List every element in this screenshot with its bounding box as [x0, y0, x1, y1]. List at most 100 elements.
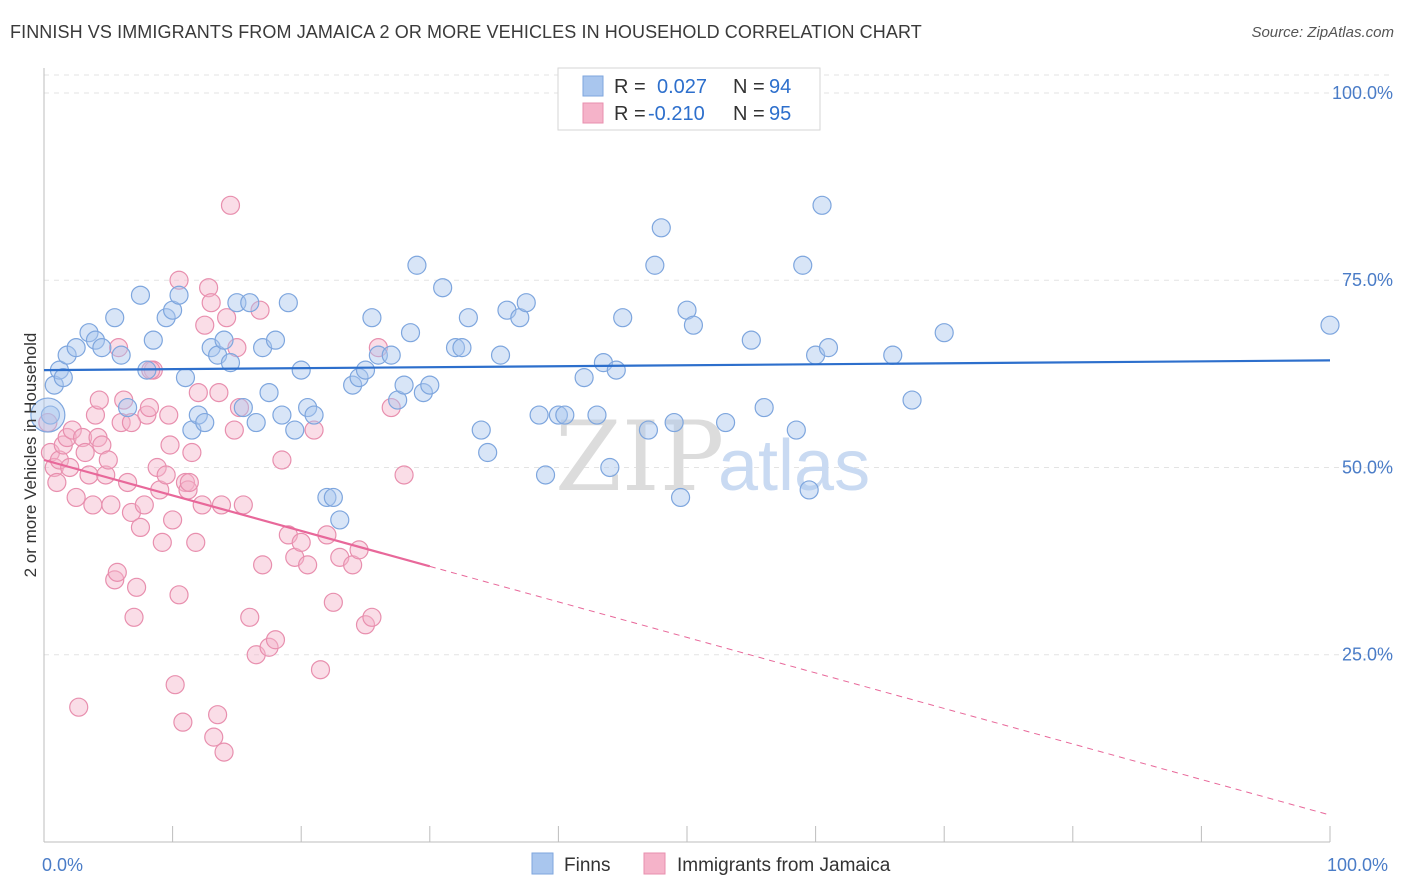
finns-point-6 — [79, 323, 99, 343]
finns-point-0 — [40, 405, 61, 425]
chart-title: FINNISH VS IMMIGRANTS FROM JAMAICA 2 OR … — [10, 22, 922, 42]
finns-point-9 — [105, 308, 125, 328]
jamaica-point-40 — [165, 675, 185, 695]
y-tick-25: 25.0% — [1342, 645, 1393, 665]
finns-point-18 — [175, 368, 196, 388]
finns-point-7 — [85, 330, 106, 350]
jamaica-point-27 — [124, 607, 144, 627]
finns-point-25 — [220, 353, 241, 373]
finns-point-large — [30, 397, 66, 433]
legend-finns-swatch — [582, 75, 604, 97]
legend-jamaica-r-value: -0.210 — [648, 103, 705, 125]
finns-point-45 — [362, 308, 382, 328]
jamaica-point-52 — [208, 705, 228, 725]
jamaica-point-71 — [310, 660, 331, 680]
jamaica-point-46 — [186, 532, 206, 552]
jamaica-point-20 — [101, 495, 121, 515]
finns-point-72 — [606, 360, 626, 380]
jamaica-point-87 — [169, 270, 189, 290]
jamaica-point-84 — [121, 412, 142, 433]
finns-point-54 — [433, 278, 453, 298]
jamaica-point-68 — [291, 532, 311, 552]
jamaica-point-50 — [201, 293, 221, 313]
finns-point-68 — [574, 368, 594, 388]
finns-point-35 — [285, 420, 305, 440]
jamaica-point-69 — [298, 555, 318, 575]
finns-point-88 — [812, 195, 832, 215]
finns-point-84 — [786, 420, 806, 440]
finns-point-81 — [715, 412, 736, 433]
legend-jamaica-n-value: 95 — [769, 103, 791, 125]
watermark-zip: ZIP — [555, 401, 724, 513]
jamaica-point-48 — [195, 315, 215, 335]
finns-point-24 — [214, 330, 234, 350]
finns-point-49 — [394, 375, 414, 395]
finns-point-53 — [420, 375, 440, 395]
finns-point-36 — [291, 360, 311, 380]
finns-point-90 — [883, 345, 903, 365]
finns-point-80 — [683, 315, 704, 335]
legend-finns-r-label: R = — [614, 76, 646, 98]
finns-point-34 — [278, 293, 298, 313]
finns-point-40 — [323, 487, 343, 508]
jamaica-point-89 — [192, 495, 212, 515]
finns-point-85 — [793, 255, 813, 275]
finns-point-38 — [304, 405, 324, 425]
legend-finns-r-value: 0.027 — [657, 76, 707, 98]
x-tick-labels: 0.0% 100.0% — [42, 855, 1388, 875]
x-tick-max: 100.0% — [1327, 855, 1388, 875]
jamaica-point-80 — [381, 397, 401, 418]
legend-finns-n-value: 94 — [769, 76, 791, 98]
jamaica-point-83 — [108, 338, 129, 358]
finns-point-76 — [651, 218, 671, 238]
jamaica-point-11 — [72, 427, 93, 448]
jamaica-point-90 — [209, 382, 229, 403]
legend-jamaica-swatch — [582, 102, 604, 124]
y-tick-50: 50.0% — [1342, 457, 1393, 477]
finns-point-8 — [92, 338, 112, 358]
legend-jamaica-r-label: R = — [614, 103, 646, 125]
jamaica-point-88 — [179, 472, 199, 493]
y-tick-100: 100.0% — [1332, 83, 1393, 103]
finns-point-59 — [478, 442, 498, 463]
finns-point-12 — [130, 285, 151, 305]
jamaica-point-32 — [139, 397, 160, 418]
finns-point-50 — [400, 323, 421, 343]
finns-point-66 — [548, 405, 569, 425]
jamaica-point-41 — [169, 585, 189, 605]
jamaica-point-21 — [105, 570, 125, 590]
bottom-legend-jamaica-swatch — [643, 852, 666, 875]
jamaica-trend-line — [43, 458, 431, 568]
jamaica-point-3 — [47, 472, 67, 493]
jamaica-point-56 — [220, 195, 241, 215]
finns-point-32 — [265, 330, 286, 350]
finns-point-60 — [490, 345, 511, 365]
trend-lines — [43, 359, 1331, 816]
finns-point-77 — [664, 412, 684, 433]
finns-point-41 — [330, 510, 350, 530]
jamaica-point-14 — [83, 495, 103, 515]
finns-point-44 — [355, 360, 376, 380]
finns-point-73 — [613, 308, 633, 328]
source-label: Source: ZipAtlas.com — [1251, 24, 1394, 41]
finns-point-91 — [902, 390, 922, 410]
y-axis-label: 2 or more Vehicles in Household — [21, 333, 40, 578]
finns-point-5 — [66, 338, 86, 358]
finns-point-67 — [555, 405, 575, 425]
jamaica-point-45 — [182, 442, 202, 463]
finns-point-55 — [445, 338, 466, 358]
finns-point-47 — [381, 345, 401, 365]
finns-point-17 — [169, 285, 189, 305]
finns-point-37 — [298, 397, 318, 418]
jamaica-point-92 — [250, 300, 270, 320]
finns-point-20 — [188, 405, 208, 425]
jamaica-point-64 — [265, 630, 286, 650]
bottom-legend-finns-label: Finns — [564, 855, 610, 876]
finns-point-15 — [156, 308, 176, 328]
finns-point-63 — [516, 293, 536, 313]
jamaica-point-77 — [355, 615, 376, 635]
top-legend: R = 0.027 N = 94 R = -0.210 N = 95 — [557, 67, 821, 131]
finns-point-86 — [799, 480, 819, 500]
finns-point-14 — [143, 330, 163, 350]
finns-point-78 — [670, 487, 691, 508]
